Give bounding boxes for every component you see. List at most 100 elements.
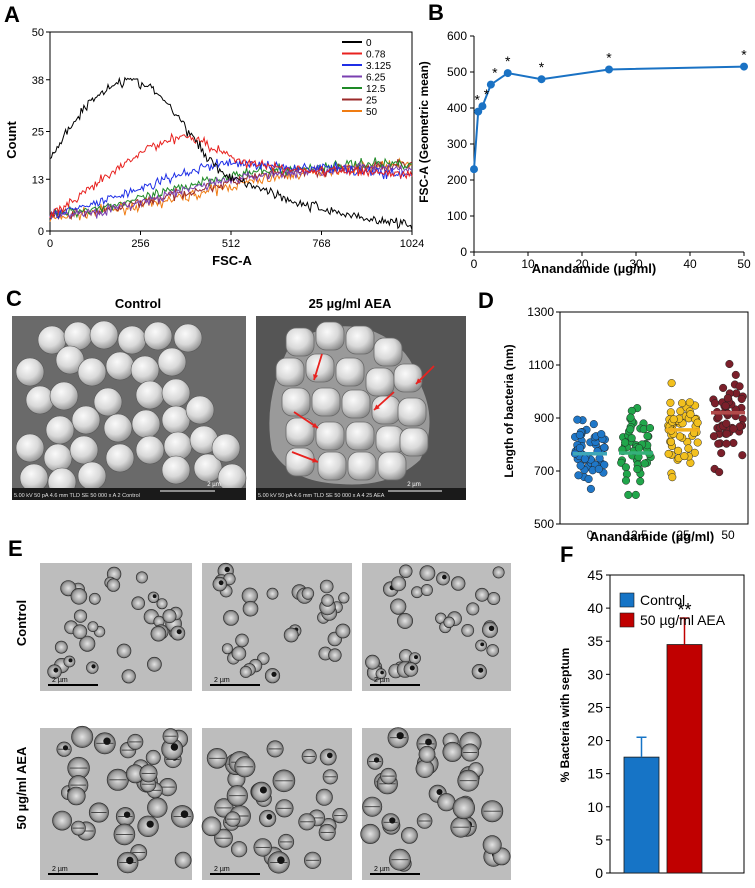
tem-dense-inclusion bbox=[478, 667, 484, 673]
tem-bacterium bbox=[461, 624, 475, 637]
panel-f-legend: Control 50 µg/ml AEA bbox=[619, 592, 726, 628]
tem-bacterium bbox=[283, 627, 299, 643]
panel-b-data-point bbox=[474, 107, 483, 116]
panel-d-y-axis-label: Length of bacteria (nm) bbox=[502, 344, 516, 477]
tem-dense-inclusion bbox=[271, 671, 277, 677]
tem-bacterium bbox=[223, 610, 239, 626]
panel-b-data-point bbox=[478, 102, 487, 111]
sem-control-bacterium bbox=[105, 443, 135, 473]
sem-aea-arrow-head bbox=[313, 374, 319, 380]
panel-d-data-point bbox=[594, 465, 603, 474]
sem-aea-footer: 5.00 kV 50 pA 4.6 mm TLD SE 50 000 x A 4… bbox=[258, 493, 385, 499]
panel-a-legend-label: 12.5 bbox=[366, 84, 386, 95]
sem-control-bacterium bbox=[89, 320, 119, 350]
tem-scale-label: 2 µm bbox=[214, 866, 230, 873]
panel-d-data-point bbox=[693, 438, 702, 447]
panel-a-x-tick-label: 256 bbox=[131, 238, 149, 250]
sem-control-bacterium bbox=[43, 443, 73, 473]
sem-aea-bacterium bbox=[347, 451, 377, 481]
tem-bacterium bbox=[437, 793, 456, 812]
panel-d-x-tick-label: 50 bbox=[721, 528, 735, 542]
sem-control-bacterium bbox=[69, 435, 99, 465]
tem-scale-label: 2 µm bbox=[214, 677, 230, 684]
panel-a-series-line-3.125 bbox=[49, 158, 413, 219]
panel-d-x-tick-label: 0 bbox=[587, 528, 594, 542]
panel-d-data-point bbox=[722, 429, 731, 438]
tem-bacterium bbox=[391, 576, 407, 592]
panel-b-x-tick-label: 0 bbox=[471, 257, 478, 271]
sem-control-bacterium bbox=[55, 345, 85, 375]
tem-bacterium bbox=[319, 579, 334, 594]
panel-b-x-axis-label: Anandamide (µg/ml) bbox=[532, 261, 657, 276]
tem-image-grid: 2 µm 2 µm 2 µm 2 µm 2 µm 2 µm bbox=[40, 562, 511, 880]
panel-d-data-point bbox=[633, 465, 642, 474]
tem-bacterium bbox=[418, 745, 436, 763]
panel-f-significance-mark: ** bbox=[677, 600, 691, 620]
panel-b-x-tick-label: 30 bbox=[629, 257, 643, 271]
tem-bacterium bbox=[72, 624, 88, 640]
panel-d-data-point bbox=[684, 444, 693, 453]
panel-a-x-tick-label: 768 bbox=[312, 238, 330, 250]
panel-d-data-point bbox=[678, 399, 687, 408]
panel-b: B FSC-A (Geometric mean) Anandamide (µg/… bbox=[417, 0, 751, 276]
panel-f-y-tick-label: 35 bbox=[587, 633, 603, 649]
panel-a-plot-frame bbox=[49, 31, 413, 232]
tem-dense-inclusion bbox=[123, 811, 131, 818]
panel-f-bars: ** bbox=[623, 600, 703, 874]
tem-dense-inclusion bbox=[180, 810, 189, 818]
tem-bacterium bbox=[135, 571, 148, 584]
sem-control-bacterium bbox=[161, 455, 191, 485]
panel-a-y-axis-label: Count bbox=[4, 121, 19, 159]
tem-bacterium bbox=[390, 598, 407, 615]
panel-b-y-axis-label: FSC-A (Geometric mean) bbox=[417, 61, 431, 203]
tem-scale-label: 2 µm bbox=[374, 866, 390, 873]
tem-bacterium bbox=[335, 623, 351, 639]
panel-d-data-point bbox=[685, 398, 694, 407]
panel-b-y-tick-label: 500 bbox=[447, 65, 467, 79]
sem-aea-bacterium bbox=[373, 337, 403, 367]
sem-aea-bacterium bbox=[285, 327, 315, 357]
sem-control-bacterium bbox=[161, 378, 191, 408]
sem-aea-arrow-head bbox=[416, 378, 422, 384]
panel-a-y-tick-label: 50 bbox=[32, 27, 44, 39]
panel-b-data-point bbox=[503, 69, 512, 78]
panel-d-data-point bbox=[666, 408, 675, 417]
panel-d-data-point bbox=[664, 449, 673, 458]
sem-control-bacterium bbox=[185, 395, 215, 425]
panel-d-y-tick-label: 1100 bbox=[528, 358, 554, 372]
panel-letter-a: A bbox=[4, 2, 20, 27]
tem-dense-inclusion bbox=[103, 737, 111, 745]
tem-bacterium bbox=[443, 616, 455, 628]
panel-d-data-point bbox=[669, 415, 678, 424]
sem-control-bacterium bbox=[135, 380, 165, 410]
sem-control-bacterium bbox=[117, 325, 147, 355]
tem-bacterium bbox=[451, 576, 466, 591]
panel-a-x-tick-label: 512 bbox=[222, 238, 240, 250]
panel-b-y-tick-label: 200 bbox=[447, 173, 467, 187]
tem-dense-inclusion bbox=[442, 574, 447, 580]
panel-d-data-point bbox=[635, 444, 644, 453]
panel-f: F % Bacteria with septum 0 5 10 15 20 25 30 35 4… bbox=[558, 542, 745, 881]
sem-control-bacterium bbox=[15, 357, 45, 387]
panel-d-x-axis-label: Anandamide (µg/ml) bbox=[590, 529, 715, 544]
tem-bacterium bbox=[131, 596, 145, 611]
tem-dense-inclusion bbox=[380, 670, 384, 675]
panel-b-data-point bbox=[470, 165, 478, 174]
sem-aea-bacterium bbox=[275, 357, 305, 387]
panel-a-legend-label: 3.125 bbox=[366, 61, 391, 72]
sem-aea-arrows bbox=[291, 353, 435, 463]
tem-bacterium bbox=[442, 741, 463, 762]
tem-scale-label: 2 µm bbox=[52, 866, 68, 873]
sem-aea-bacterium bbox=[317, 451, 347, 481]
panel-f-y-tick-label: 40 bbox=[587, 600, 603, 616]
panel-d-data-point bbox=[645, 423, 655, 433]
sem-control-bacterium bbox=[135, 435, 165, 465]
sem-aea-cells: 2 µm bbox=[269, 321, 430, 488]
tem-dense-inclusion bbox=[480, 642, 485, 647]
tem-bacterium bbox=[231, 841, 248, 858]
tem-dense-inclusion bbox=[277, 856, 285, 864]
panel-b-series: * *** ** * bbox=[470, 47, 748, 174]
panel-d-data-point bbox=[636, 477, 645, 486]
tem-dense-inclusion bbox=[436, 789, 443, 795]
